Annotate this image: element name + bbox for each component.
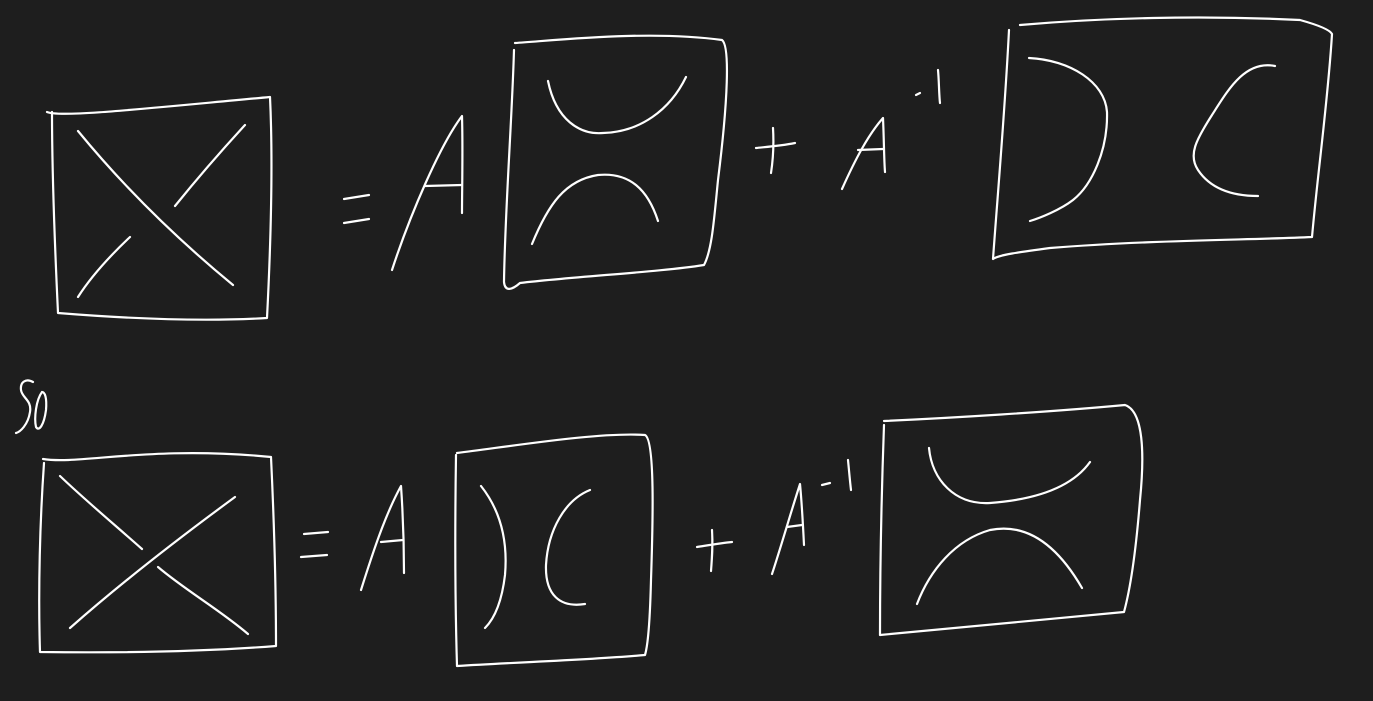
row1-equals-sign (342, 193, 371, 225)
right-arc (1192, 64, 1277, 198)
row2-box-vertical-smoothing (454, 433, 654, 668)
row2-plus-sign (695, 528, 734, 573)
row1-box-crossing (45, 95, 273, 321)
crossing-overstrand (76, 129, 235, 287)
crossing-understrand-top (58, 474, 144, 551)
row2-letter-a-2 (770, 482, 806, 576)
right-arc (544, 488, 592, 606)
crossing-understrand-top (173, 123, 247, 208)
row1-equation (45, 16, 1334, 321)
box-outline (502, 34, 729, 290)
so-connector (14, 379, 48, 435)
box-outline (991, 16, 1334, 261)
box-outline (454, 433, 654, 668)
crossing-understrand-bottom (156, 565, 250, 636)
row1-box-horizontal-smoothing (502, 34, 729, 290)
row1-plus-sign (754, 126, 797, 175)
row2-box-crossing (38, 451, 278, 654)
crossing-understrand-bottom (76, 235, 132, 299)
box-outline (45, 95, 273, 321)
lower-arc (530, 173, 660, 246)
left-arc (479, 484, 507, 630)
row1-exponent (914, 68, 942, 105)
lower-arc (915, 527, 1084, 606)
upper-arc (927, 446, 1092, 505)
row2-equation (38, 403, 1144, 668)
crossing-overstrand (68, 495, 237, 630)
row2-letter-a (359, 484, 406, 592)
row2-box-horizontal-smoothing (878, 403, 1144, 637)
row1-letter-a-2 (840, 116, 887, 191)
row1-box-vertical-smoothing (991, 16, 1334, 261)
left-arc (1027, 56, 1109, 223)
upper-arc (546, 75, 688, 135)
box-outline (878, 403, 1144, 637)
box-outline (38, 451, 278, 654)
row2-exponent (820, 458, 853, 492)
row2-equals-sign (299, 530, 330, 559)
row1-letter-a (390, 114, 464, 272)
